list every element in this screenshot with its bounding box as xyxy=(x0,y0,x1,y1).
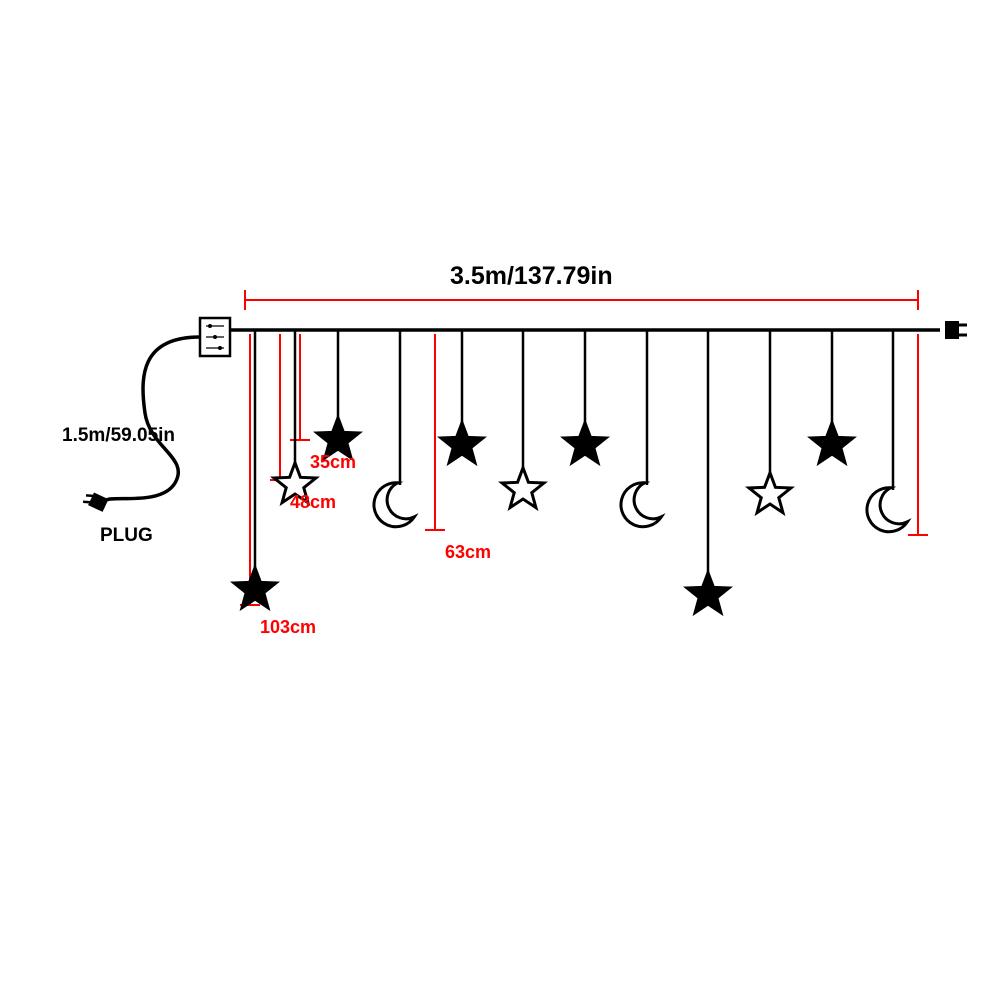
drop-dimension-label: 48cm xyxy=(290,492,336,513)
plug-label: PLUG xyxy=(100,525,153,547)
diagram-stage: 3.5m/137.79in 1.5m/59.05in PLUG 35cm 48cm… xyxy=(0,0,1000,1000)
top-dimension-label: 3.5m/137.79in xyxy=(450,262,613,291)
drop-dimension-label: 63cm xyxy=(445,542,491,563)
drop-dimension-label: 35cm xyxy=(310,452,356,473)
cord-length-label: 1.5m/59.05in xyxy=(62,425,175,447)
diagram-svg xyxy=(0,0,1000,1000)
drop-dimension-label: 103cm xyxy=(260,617,316,638)
